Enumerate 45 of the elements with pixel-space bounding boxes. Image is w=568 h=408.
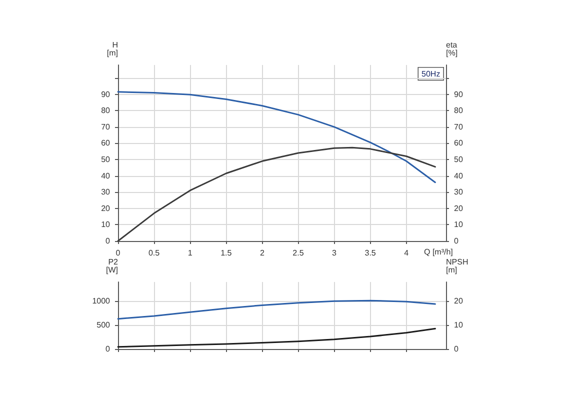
y-tick-label: 0 (106, 344, 111, 354)
line-series (117, 328, 436, 348)
y-tick-label: 50 (101, 155, 111, 164)
y2-tick-label: 10 (454, 320, 464, 330)
x-tick-label: 0.5 (148, 248, 160, 258)
y-tick-label: 0 (106, 236, 111, 246)
y2-tick-label: 50 (454, 155, 464, 164)
y-tick-label: 70 (101, 122, 111, 132)
y-axis-title: H [m] (106, 40, 118, 58)
y2-tick-label: 60 (454, 138, 464, 148)
annotation: 50Hz (422, 69, 440, 78)
y2-axis-title: NPSH [m] (446, 258, 468, 274)
y2-tick-label: 40 (454, 171, 464, 180)
x-tick-label: 1.5 (220, 248, 232, 258)
y-axis-title: P2 [W] (106, 258, 119, 274)
x-tick-label: 0 (116, 248, 121, 258)
y2-tick-label: 0 (454, 236, 459, 246)
y2-tick-label: 0 (454, 344, 459, 354)
line-series (117, 91, 436, 184)
x-tick-label: 1 (188, 248, 193, 258)
x-tick-label: 2 (260, 248, 265, 258)
line-series (117, 300, 436, 320)
y-tick-label: 20 (101, 204, 111, 213)
y-tick-label: 500 (96, 320, 111, 330)
x-tick-label: 3 (332, 248, 338, 258)
y-tick-label: 30 (101, 188, 111, 197)
y-tick-label: 90 (101, 90, 111, 99)
y2-tick-label: 20 (454, 296, 464, 306)
x-tick-label: 3.5 (364, 248, 376, 258)
y2-tick-label: 90 (454, 90, 464, 99)
y-tick-label: 60 (101, 138, 111, 148)
y-tick-label: 1000 (92, 296, 111, 306)
y-tick-label: 10 (101, 220, 111, 230)
y2-tick-label: 30 (454, 188, 464, 197)
y-tick-label: 40 (101, 171, 111, 180)
y2-tick-label: 80 (454, 106, 464, 116)
x-axis-title: Q [m³/h] (424, 248, 453, 256)
y2-tick-label: 70 (454, 122, 464, 132)
x-tick-label: 4 (404, 248, 410, 258)
y2-tick-label: 20 (454, 204, 464, 213)
line-series (117, 146, 436, 242)
x-tick-label: 2.5 (292, 248, 304, 258)
y2-tick-label: 10 (454, 220, 464, 230)
y2-axis-title: eta [%] (446, 40, 458, 58)
y-tick-label: 80 (101, 106, 111, 116)
